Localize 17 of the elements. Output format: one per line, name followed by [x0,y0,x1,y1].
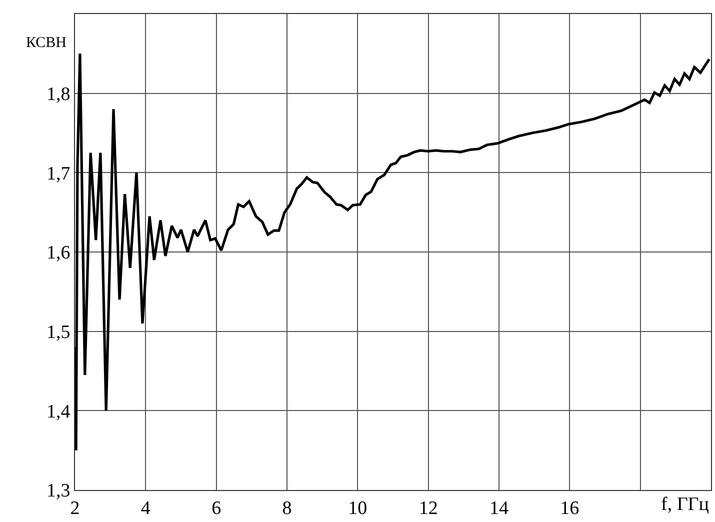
y-tick-label: 1,6 [46,242,70,264]
y-axis-title: КСВН [26,35,67,51]
y-tick-label: 1,7 [46,163,70,184]
x-tick-label: 14 [490,498,509,519]
y-tick-label: 1,3 [46,480,70,502]
x-tick-label: 2 [70,498,80,519]
x-tick-label: 4 [140,498,151,519]
x-tick-label: 16 [560,498,580,519]
y-tick-label: 1,5 [46,322,70,343]
x-tick-label: 10 [348,498,368,519]
x-tick-label: 12 [418,498,438,519]
x-tick-label: 8 [282,498,292,519]
line-series [75,52,711,452]
x-tick-label: 6 [212,498,222,519]
x-axis-title: f, ГГц [661,494,709,515]
y-tick-label: 1,4 [46,401,71,422]
y-tick-label: 1,8 [46,84,70,105]
